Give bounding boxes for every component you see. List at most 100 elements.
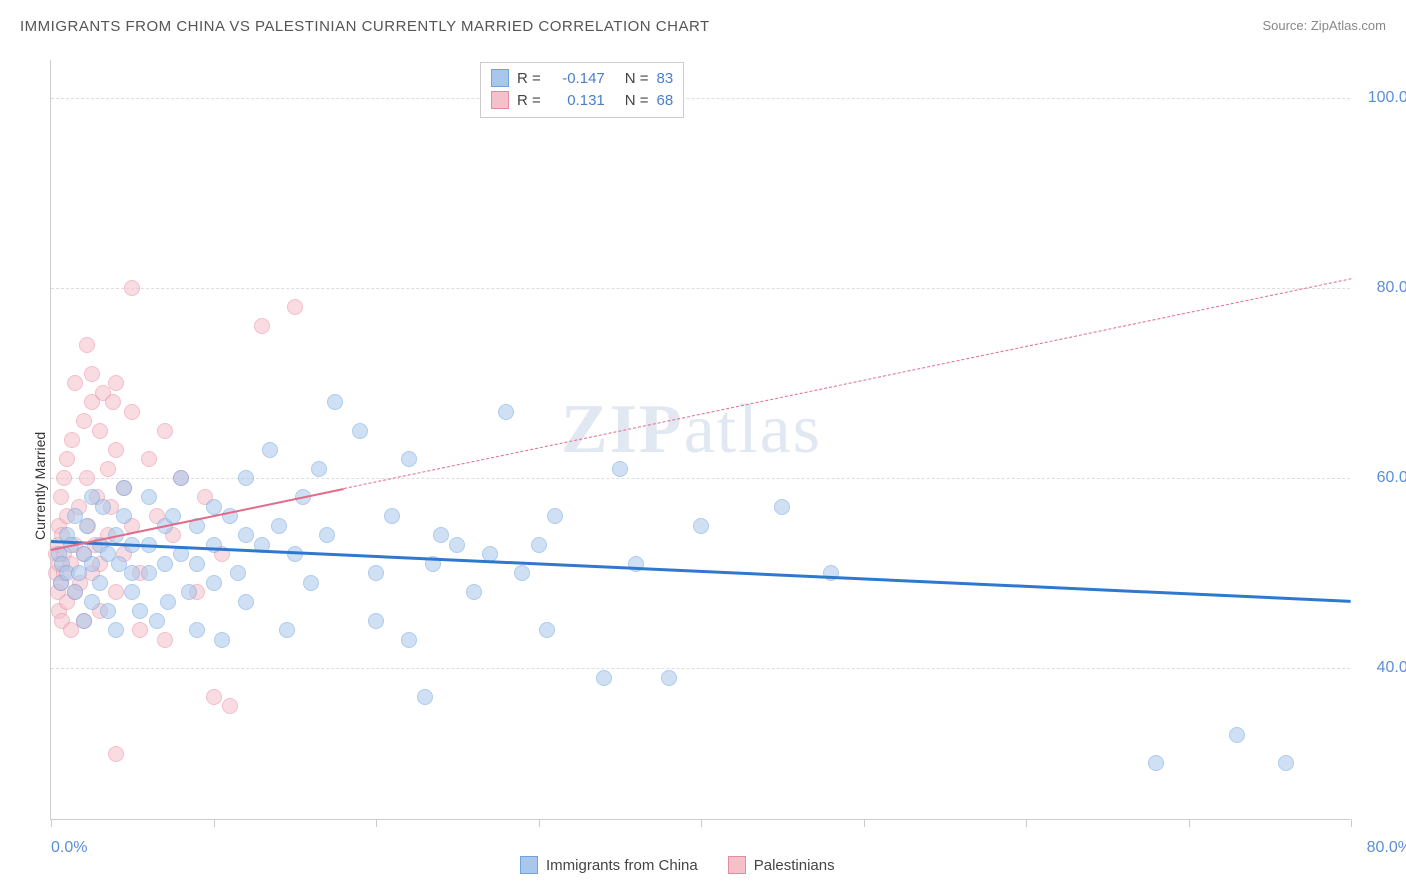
scatter-point-china (368, 565, 384, 581)
chart-container: IMMIGRANTS FROM CHINA VS PALESTINIAN CUR… (0, 0, 1406, 892)
scatter-point-china (124, 584, 140, 600)
scatter-point-china (262, 442, 278, 458)
scatter-point-palestinians (141, 451, 157, 467)
x-tick (1026, 819, 1027, 827)
scatter-point-china (238, 594, 254, 610)
scatter-point-china (498, 404, 514, 420)
scatter-point-china (368, 613, 384, 629)
scatter-point-china (79, 518, 95, 534)
scatter-point-china (693, 518, 709, 534)
scatter-point-china (214, 632, 230, 648)
scatter-point-palestinians (157, 632, 173, 648)
scatter-point-china (531, 537, 547, 553)
scatter-point-palestinians (287, 299, 303, 315)
y-tick-label: 80.0% (1377, 279, 1406, 297)
scatter-point-palestinians (108, 375, 124, 391)
scatter-point-china (141, 565, 157, 581)
gridline (51, 98, 1350, 99)
scatter-point-palestinians (105, 394, 121, 410)
source-link[interactable]: ZipAtlas.com (1311, 18, 1386, 33)
scatter-point-china (612, 461, 628, 477)
scatter-point-china (206, 499, 222, 515)
scatter-point-china (238, 527, 254, 543)
scatter-point-china (189, 556, 205, 572)
scatter-point-china (1229, 727, 1245, 743)
scatter-point-china (116, 480, 132, 496)
scatter-point-china (327, 394, 343, 410)
swatch-china (520, 856, 538, 874)
y-tick-label: 40.0% (1377, 659, 1406, 677)
trend-line (343, 279, 1351, 490)
scatter-point-china (124, 565, 140, 581)
scatter-point-china (173, 470, 189, 486)
scatter-point-china (67, 584, 83, 600)
watermark: ZIPatlas (561, 390, 822, 470)
scatter-point-china (271, 518, 287, 534)
scatter-point-china (433, 527, 449, 543)
source-label: Source: ZipAtlas.com (1262, 18, 1386, 33)
scatter-point-china (303, 575, 319, 591)
scatter-point-palestinians (124, 404, 140, 420)
y-tick-label: 100.0% (1368, 89, 1406, 107)
x-tick (701, 819, 702, 827)
chart-title: IMMIGRANTS FROM CHINA VS PALESTINIAN CUR… (20, 18, 710, 35)
x-tick-label: 80.0% (1367, 839, 1406, 857)
scatter-point-palestinians (108, 584, 124, 600)
scatter-point-palestinians (59, 451, 75, 467)
scatter-point-palestinians (132, 622, 148, 638)
scatter-point-china (181, 584, 197, 600)
scatter-point-palestinians (222, 698, 238, 714)
scatter-point-palestinians (53, 489, 69, 505)
scatter-point-palestinians (56, 470, 72, 486)
x-tick (1189, 819, 1190, 827)
gridline (51, 288, 1350, 289)
scatter-point-china (514, 565, 530, 581)
x-tick (51, 819, 52, 827)
scatter-point-palestinians (100, 461, 116, 477)
scatter-point-palestinians (76, 413, 92, 429)
scatter-point-china (108, 622, 124, 638)
x-tick (1351, 819, 1352, 827)
swatch-palestinians (728, 856, 746, 874)
scatter-point-china (189, 622, 205, 638)
y-tick-label: 60.0% (1377, 469, 1406, 487)
scatter-point-china (661, 670, 677, 686)
scatter-point-china (466, 584, 482, 600)
scatter-point-china (100, 603, 116, 619)
r-value: -0.147 (549, 70, 605, 87)
x-tick (539, 819, 540, 827)
scatter-point-china (279, 622, 295, 638)
stats-legend-box: R =-0.147N =83R =0.131N =68 (480, 62, 684, 118)
scatter-point-palestinians (79, 470, 95, 486)
scatter-point-china (384, 508, 400, 524)
scatter-point-china (401, 632, 417, 648)
legend-item-china: Immigrants from China (520, 856, 698, 874)
scatter-point-china (449, 537, 465, 553)
x-tick-label: 0.0% (51, 839, 87, 857)
x-tick (376, 819, 377, 827)
swatch-china (491, 69, 509, 87)
scatter-point-china (596, 670, 612, 686)
scatter-point-china (539, 622, 555, 638)
scatter-point-china (141, 489, 157, 505)
scatter-point-china (352, 423, 368, 439)
n-value: 68 (657, 92, 674, 109)
scatter-point-china (238, 470, 254, 486)
scatter-point-china (132, 603, 148, 619)
swatch-palestinians (491, 91, 509, 109)
n-value: 83 (657, 70, 674, 87)
scatter-point-china (92, 575, 108, 591)
scatter-point-china (116, 508, 132, 524)
scatter-point-china (417, 689, 433, 705)
stats-row-china: R =-0.147N =83 (491, 67, 673, 89)
scatter-point-china (84, 594, 100, 610)
scatter-point-china (230, 565, 246, 581)
scatter-point-china (319, 527, 335, 543)
scatter-point-china (1148, 755, 1164, 771)
scatter-point-china (160, 594, 176, 610)
scatter-point-china (84, 556, 100, 572)
legend-bottom: Immigrants from ChinaPalestinians (520, 856, 835, 874)
scatter-point-palestinians (254, 318, 270, 334)
scatter-point-palestinians (206, 689, 222, 705)
scatter-point-china (311, 461, 327, 477)
